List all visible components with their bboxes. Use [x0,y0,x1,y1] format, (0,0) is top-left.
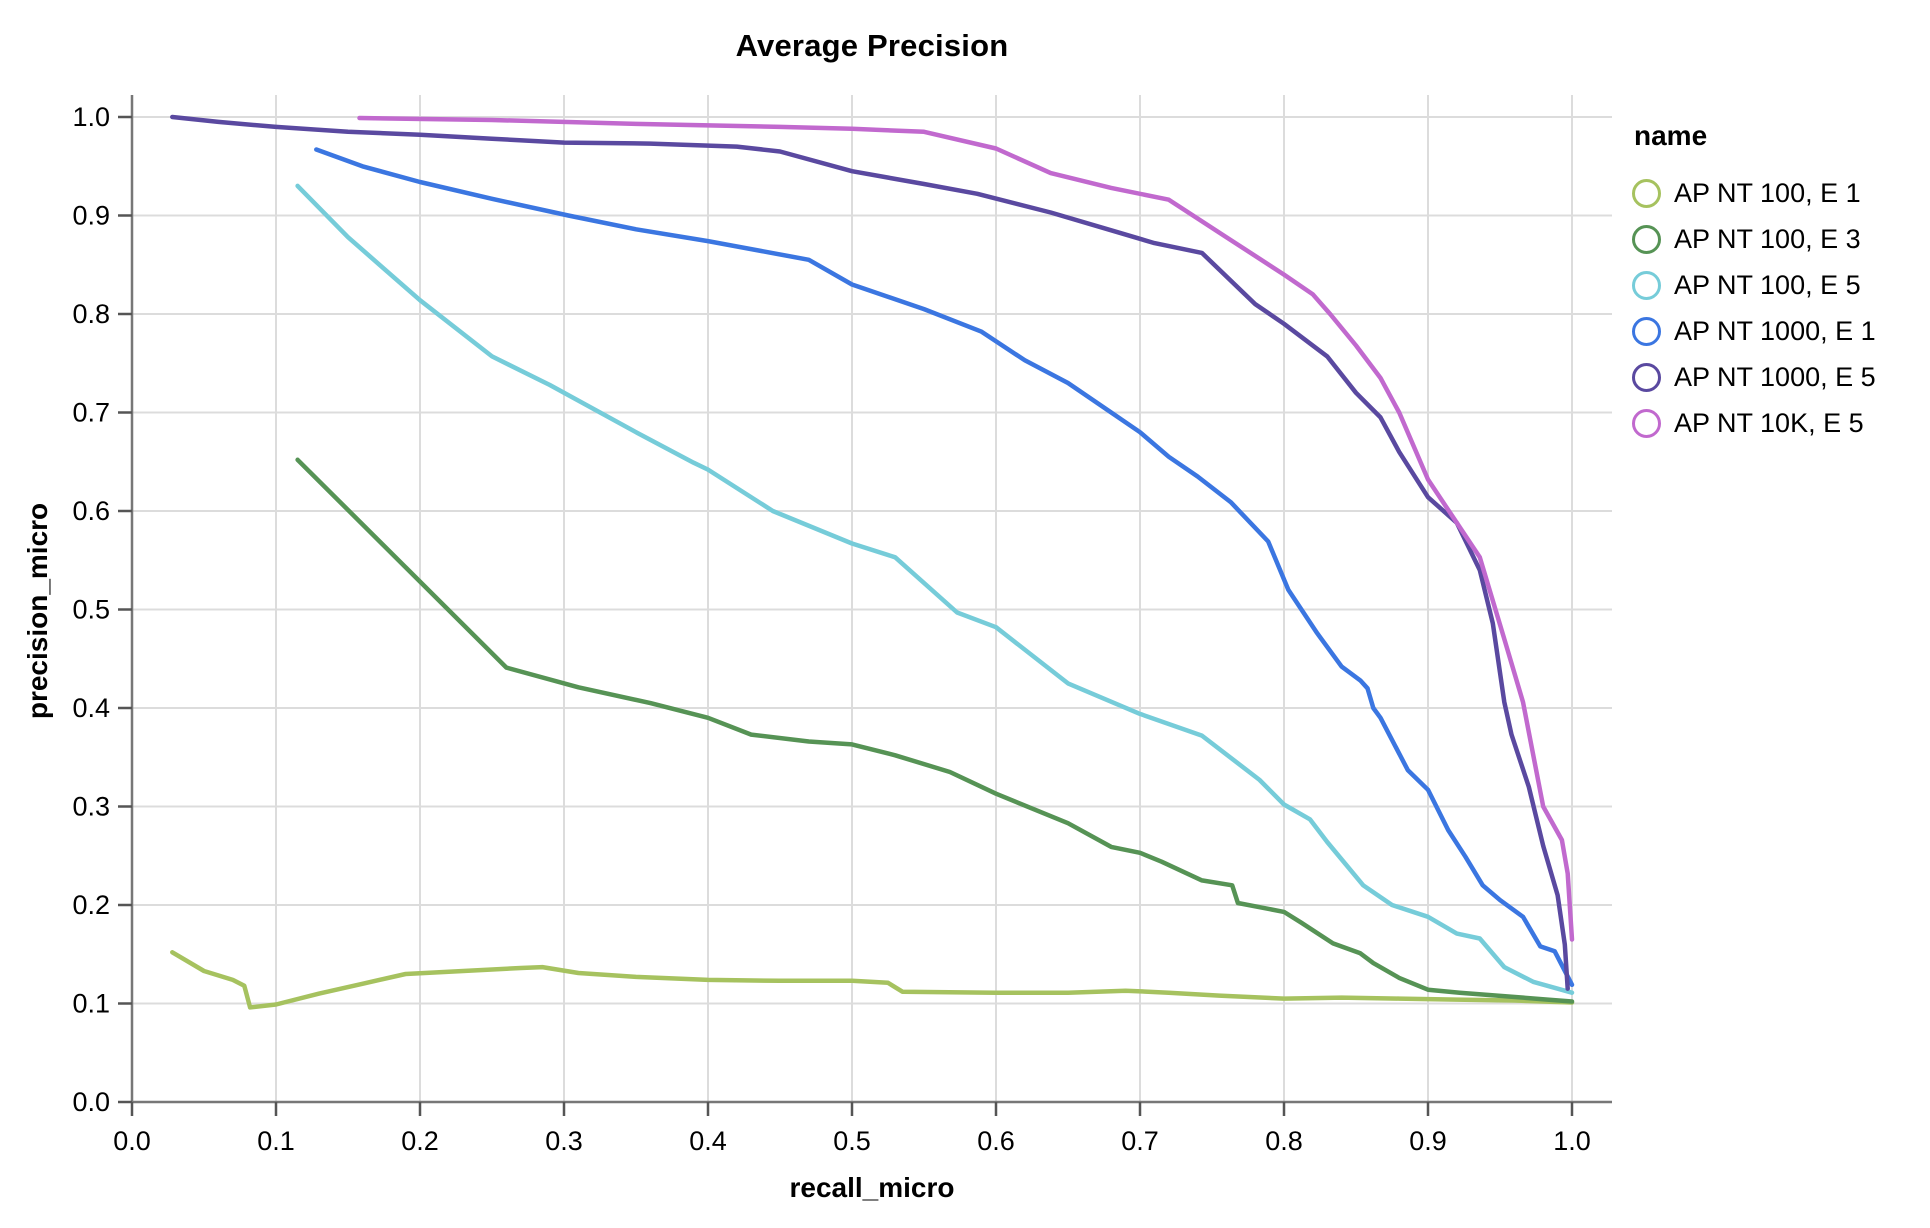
series-circle-icon [1632,270,1661,300]
legend-item-label: AP NT 100, E 3 [1674,223,1861,254]
series-circle-icon [1632,316,1661,346]
x-tick-label: 0.8 [1265,1126,1303,1156]
series-circle-icon [1632,408,1661,438]
series-circle-icon [1632,362,1661,392]
x-tick-label: 0.6 [977,1126,1015,1156]
series-circle-icon [1632,224,1661,254]
series-line [295,457,1575,1004]
x-tick-label: 0.4 [689,1126,727,1156]
legend-item[interactable]: AP NT 1000, E 1 [1632,308,1922,354]
legend-item[interactable]: AP NT 10K, E 5 [1632,400,1922,446]
legend-item-label: AP NT 10K, E 5 [1674,407,1864,438]
legend: name AP NT 100, E 1 AP NT 100, E 3 AP NT… [1632,120,1922,446]
legend-item[interactable]: AP NT 1000, E 5 [1632,354,1922,400]
x-tick-label: 1.0 [1553,1126,1591,1156]
y-tick-label: 0.0 [72,1087,110,1117]
legend-item[interactable]: AP NT 100, E 5 [1632,262,1922,308]
legend-item-label: AP NT 1000, E 1 [1674,315,1876,346]
chart-title: Average Precision [735,28,1009,63]
legend-title: name [1634,120,1708,151]
x-tick-label: 0.3 [545,1126,583,1156]
x-tick-label: 0.0 [113,1126,151,1156]
series-line [170,114,1570,991]
series-line [170,950,1575,1010]
x-tick-label: 0.5 [833,1126,871,1156]
series-line [295,183,1575,995]
series-line [357,115,1575,942]
y-tick-label: 0.5 [72,595,110,625]
y-tick-label: 0.3 [72,792,110,822]
x-tick-label: 0.7 [1121,1126,1159,1156]
y-tick-label: 0.9 [72,201,110,231]
legend-item[interactable]: AP NT 100, E 3 [1632,216,1922,262]
x-tick-label: 0.1 [257,1126,295,1156]
legend-item[interactable]: AP NT 100, E 1 [1632,170,1922,216]
legend-item-label: AP NT 100, E 1 [1674,177,1861,208]
y-tick-label: 0.2 [72,890,110,920]
y-tick-label: 0.4 [72,693,110,723]
series-line [314,147,1575,988]
y-tick-label: 0.6 [72,496,110,526]
y-tick-label: 0.7 [72,398,110,428]
y-tick-label: 0.8 [72,299,110,329]
x-axis-title: recall_micro [789,1172,955,1203]
series-circle-icon [1632,178,1661,208]
y-axis-title: precision_micro [22,502,53,720]
legend-item-label: AP NT 1000, E 5 [1674,361,1876,392]
x-tick-label: 0.2 [401,1126,439,1156]
y-tick-label: 0.1 [72,989,110,1019]
x-tick-label: 0.9 [1409,1126,1447,1156]
y-tick-label: 1.0 [72,102,110,132]
legend-item-label: AP NT 100, E 5 [1674,269,1861,300]
